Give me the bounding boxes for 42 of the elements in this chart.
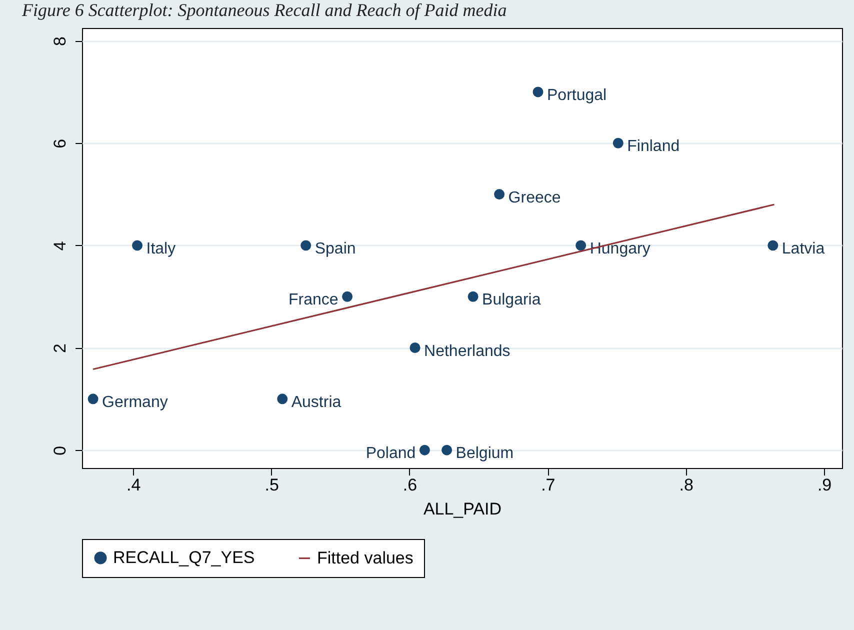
annotation: Germany — [102, 394, 168, 411]
point — [132, 240, 143, 251]
chart-title: Figure 6 Scatterplot: Spontaneous Recall and Reach of Paid media — [21, 0, 507, 20]
annotation: Finland — [627, 138, 680, 156]
x-tick-label: .8 — [679, 476, 694, 494]
x-axis-title: ALL_PAID — [423, 500, 502, 518]
annotation: Portugal — [547, 86, 607, 104]
annotation: Spain — [314, 240, 356, 258]
annotation: Latvia — [782, 240, 825, 258]
annotation: France — [288, 292, 338, 309]
point — [612, 138, 624, 148]
y-tick-label: 8 — [50, 36, 70, 46]
annotation: Bulgaria — [482, 292, 541, 309]
annotation: Greece — [508, 189, 561, 206]
point — [342, 291, 353, 302]
legend-label: RECALL_Q7_YES — [113, 548, 255, 567]
point — [88, 394, 98, 404]
point — [300, 240, 312, 251]
x-tick-label: .7 — [541, 476, 556, 494]
annotation: Netherlands — [424, 342, 510, 360]
x-tick-label: .4 — [126, 476, 141, 494]
annotation: Austria — [291, 394, 342, 411]
y-tick-label: 0 — [50, 446, 70, 456]
point — [468, 291, 478, 302]
legend-label: Fitted values — [317, 548, 414, 568]
point — [419, 444, 430, 456]
point — [277, 394, 288, 404]
annotation: Poland — [366, 445, 416, 462]
x-tick-label: .6 — [402, 476, 418, 494]
y-tick-label: 4 — [50, 241, 70, 251]
point — [576, 240, 586, 251]
point — [442, 444, 452, 456]
x-tick-label: .9 — [817, 476, 832, 494]
x-tick-label: .5 — [264, 476, 279, 494]
point — [768, 240, 778, 251]
point — [410, 342, 420, 353]
y-tick-label: 2 — [50, 344, 70, 353]
annotation: Belgium — [456, 445, 514, 462]
point — [494, 189, 505, 200]
point — [532, 86, 544, 98]
annotation: Italy — [146, 240, 176, 258]
y-tick-label: 6 — [50, 138, 70, 148]
